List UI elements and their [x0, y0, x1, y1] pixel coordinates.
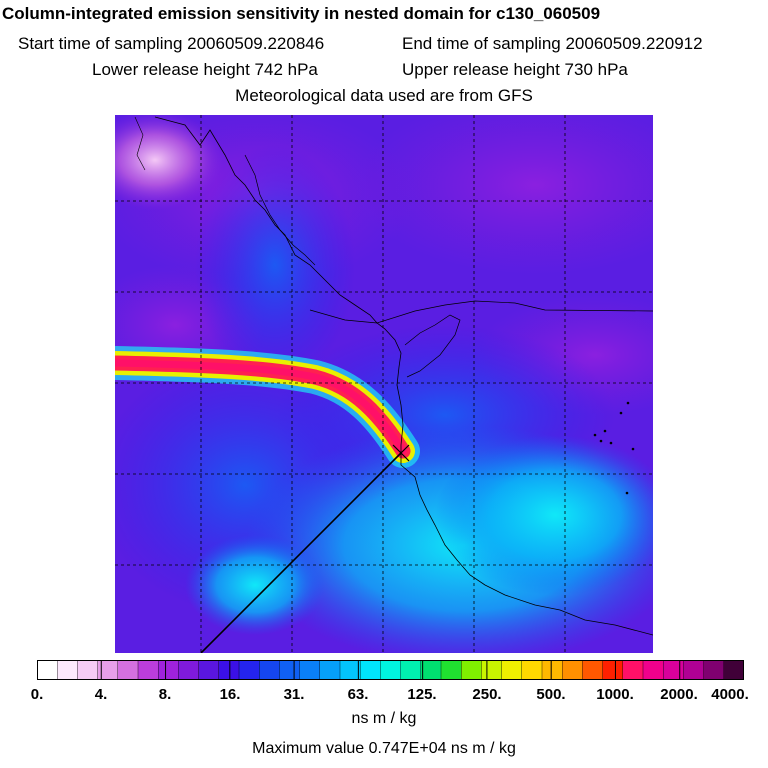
- colorbar-cell: [380, 660, 402, 680]
- colorbar-cell: [339, 660, 361, 680]
- met-data-label: Meteorological data used are from GFS: [235, 86, 533, 105]
- colorbar-cell: [157, 660, 180, 680]
- colorbar: [37, 660, 744, 680]
- colorbar-cell: [602, 660, 624, 680]
- colorbar-cell: [582, 660, 604, 680]
- tick-label-125: 125.: [407, 686, 437, 703]
- colorbar-cell: [481, 660, 503, 680]
- colorbar-cell: [97, 660, 119, 680]
- tick-label-16: 16.: [219, 686, 241, 703]
- colorbar-cell: [238, 660, 260, 680]
- flight-track: [200, 452, 402, 653]
- colorbar-cell: [299, 660, 321, 680]
- colorbar-cell: [663, 660, 685, 680]
- end-time-label: End time of sampling 20060509.220912: [402, 34, 703, 53]
- colorbar-cell: [461, 660, 483, 680]
- tick-label-250: 250.: [472, 686, 502, 703]
- tick-label-63: 63.: [347, 686, 369, 703]
- tick-label-8: 8.: [158, 686, 172, 703]
- baja-coast: [134, 116, 146, 171]
- colorbar-cell: [622, 660, 644, 680]
- colorbar-cell: [258, 660, 281, 680]
- plume-core: [115, 359, 407, 455]
- colorbar-cell: [562, 660, 584, 680]
- colorbar-cell: [360, 660, 382, 680]
- colorbar-cell: [279, 660, 301, 680]
- mexico-border: [309, 300, 653, 324]
- sensitivity-map: [115, 115, 653, 653]
- colorbar-cell: [37, 660, 58, 680]
- lower-release-label: Lower release height 742 hPa: [92, 60, 318, 79]
- colorbar-cell: [178, 660, 200, 680]
- plot-title: Column-integrated emission sensitivity i…: [2, 4, 601, 23]
- maximum-value-label: Maximum value 0.747E+04 ns m / kg: [252, 740, 516, 757]
- colorbar-cell: [218, 660, 240, 680]
- colorbar-cell: [77, 660, 99, 680]
- tick-label-0: 0.: [30, 686, 44, 703]
- islands: [593, 401, 635, 495]
- colorbar-cell: [541, 660, 563, 680]
- colorbar-cell: [57, 660, 79, 680]
- coastline: [154, 116, 653, 636]
- gulf-coast: [244, 154, 316, 266]
- colorbar-cell: [521, 660, 543, 680]
- start-time-label: Start time of sampling 20060509.220846: [18, 34, 325, 53]
- colorbar-cell: [723, 660, 744, 680]
- colorbar-cell: [117, 660, 139, 680]
- colorbar-cell: [501, 660, 523, 680]
- tick-label-1000: 1000.: [596, 686, 634, 703]
- colorbar-cell: [400, 660, 422, 680]
- gulf-shore: [404, 314, 461, 378]
- colorbar-cell: [420, 660, 442, 680]
- colorbar-cell: [198, 660, 220, 680]
- tick-label-2000: 2000.: [660, 686, 698, 703]
- colorbar-cell: [440, 660, 462, 680]
- colorbar-cell: [683, 660, 705, 680]
- colorbar-cells: [37, 660, 744, 680]
- colorbar-cell: [137, 660, 159, 680]
- tick-label-4000: 4000.: [711, 686, 749, 703]
- colorbar-cell: [319, 660, 341, 680]
- colorbar-cell: [703, 660, 725, 680]
- upper-release-label: Upper release height 730 hPa: [402, 60, 628, 79]
- colorbar-unit: ns m / kg: [351, 710, 417, 727]
- tick-label-31: 31.: [283, 686, 305, 703]
- colorbar-major-ticks: [100, 660, 681, 680]
- tick-label-500: 500.: [536, 686, 566, 703]
- colorbar-cell: [642, 660, 664, 680]
- tick-label-4: 4.: [94, 686, 108, 703]
